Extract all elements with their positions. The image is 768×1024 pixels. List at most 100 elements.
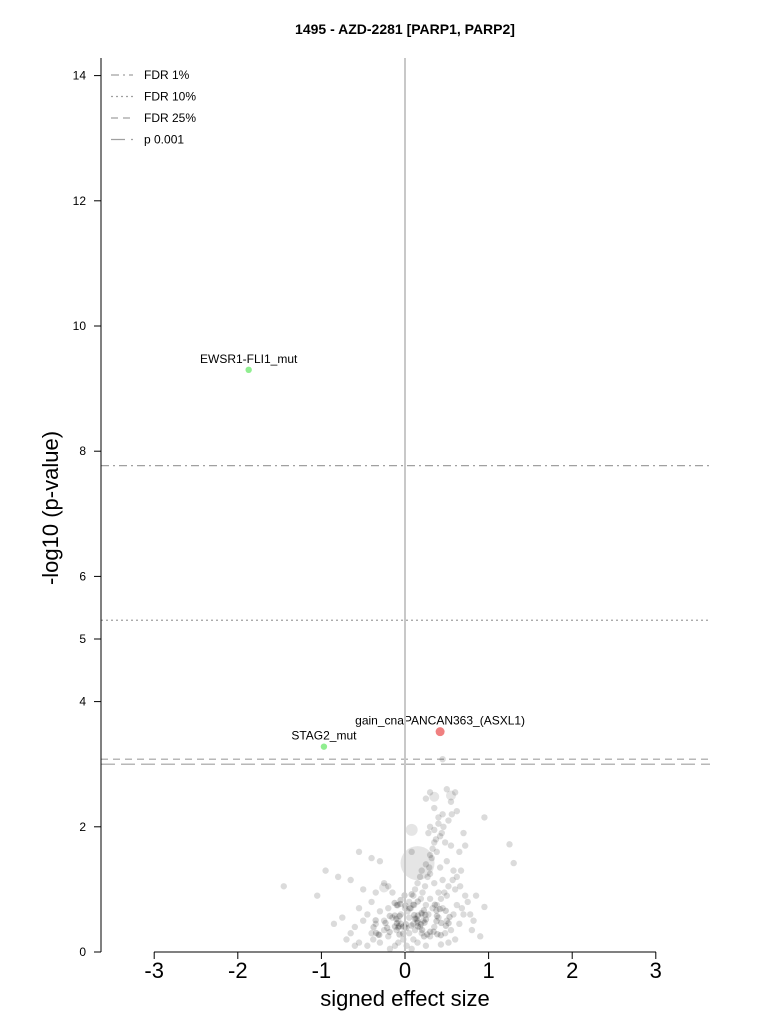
data-point bbox=[439, 755, 446, 763]
data-point bbox=[322, 867, 329, 874]
data-point bbox=[368, 930, 375, 937]
data-point bbox=[414, 898, 422, 905]
data-point bbox=[439, 904, 446, 912]
data-point bbox=[431, 804, 438, 812]
data-point bbox=[339, 914, 346, 921]
data-point bbox=[453, 807, 461, 815]
y-axis-label: -log10 (p-value) bbox=[38, 431, 63, 585]
data-point bbox=[435, 814, 442, 821]
data-point bbox=[393, 901, 400, 909]
data-point bbox=[408, 945, 415, 953]
legend-label: FDR 1% bbox=[144, 68, 190, 82]
data-point bbox=[438, 919, 445, 927]
x-tick-label: 3 bbox=[650, 958, 662, 983]
data-point bbox=[443, 892, 450, 899]
data-point bbox=[422, 861, 430, 868]
data-point bbox=[467, 911, 474, 918]
data-point bbox=[422, 901, 430, 909]
data-point bbox=[447, 798, 455, 805]
data-point bbox=[355, 848, 363, 856]
data-point bbox=[439, 876, 446, 884]
data-point bbox=[426, 864, 433, 871]
data-point bbox=[376, 908, 384, 915]
data-point bbox=[435, 889, 442, 896]
data-point bbox=[510, 859, 517, 867]
data-point bbox=[437, 931, 444, 939]
data-point bbox=[419, 889, 426, 896]
data-point bbox=[432, 836, 440, 843]
data-point bbox=[385, 904, 392, 912]
data-point-large bbox=[445, 790, 456, 801]
data-point bbox=[431, 923, 438, 931]
data-point bbox=[433, 907, 440, 914]
data-point bbox=[457, 867, 465, 874]
data-point bbox=[385, 883, 392, 890]
data-point bbox=[394, 901, 401, 909]
data-point bbox=[418, 930, 425, 937]
chart-legend: FDR 1% FDR 10% FDR 25% p 0.001 bbox=[111, 68, 196, 147]
y-tick-label: 8 bbox=[79, 444, 86, 458]
data-point bbox=[396, 931, 403, 938]
data-point bbox=[436, 864, 444, 871]
data-point bbox=[441, 889, 448, 896]
data-point bbox=[426, 895, 434, 902]
data-point bbox=[424, 931, 431, 938]
data-point-large bbox=[379, 882, 390, 893]
x-tick-label: -3 bbox=[144, 958, 164, 983]
data-point bbox=[422, 916, 430, 923]
data-point bbox=[448, 811, 456, 818]
y-tick-label: 2 bbox=[79, 820, 86, 834]
data-point bbox=[421, 883, 429, 890]
data-point bbox=[386, 945, 394, 953]
data-point bbox=[376, 939, 384, 946]
y-tick-label: 10 bbox=[73, 319, 87, 333]
data-point bbox=[375, 931, 382, 938]
x-tick-label: 1 bbox=[482, 958, 494, 983]
data-point bbox=[450, 867, 457, 874]
data-point bbox=[433, 848, 440, 856]
data-point bbox=[445, 883, 452, 890]
data-point bbox=[411, 926, 419, 934]
data-point-large bbox=[405, 823, 418, 836]
data-point bbox=[380, 879, 388, 887]
data-point bbox=[418, 867, 425, 874]
data-point bbox=[422, 942, 430, 949]
data-point bbox=[420, 907, 428, 914]
data-point bbox=[453, 873, 461, 881]
data-point bbox=[436, 832, 444, 840]
data-point bbox=[460, 829, 467, 837]
data-point bbox=[355, 904, 363, 912]
data-point bbox=[481, 814, 488, 821]
x-tick-label: -2 bbox=[228, 958, 248, 983]
data-point bbox=[441, 930, 449, 937]
data-point bbox=[347, 930, 354, 937]
data-point bbox=[334, 873, 342, 881]
data-point bbox=[420, 933, 428, 940]
data-point bbox=[410, 901, 418, 909]
data-point bbox=[425, 911, 432, 918]
data-point bbox=[430, 928, 437, 935]
y-tick-label: 12 bbox=[73, 194, 87, 208]
data-point bbox=[396, 912, 403, 920]
data-point bbox=[431, 901, 439, 908]
data-point bbox=[436, 905, 444, 913]
data-point bbox=[439, 811, 446, 818]
data-point bbox=[368, 854, 375, 862]
data-point bbox=[368, 898, 375, 906]
highlighted-point bbox=[320, 743, 328, 750]
data-point bbox=[506, 841, 513, 848]
point-annotation: STAG2_mut bbox=[291, 729, 357, 743]
data-point bbox=[433, 917, 440, 925]
data-point bbox=[414, 879, 421, 887]
data-point bbox=[393, 920, 401, 927]
data-point bbox=[426, 851, 434, 859]
data-point bbox=[425, 829, 432, 837]
data-point bbox=[372, 889, 379, 896]
point-annotations: EWSR1-FLI1_mut gain_cnaPANCAN363_(ASXL1)S… bbox=[200, 352, 525, 743]
data-point bbox=[445, 817, 452, 824]
data-point bbox=[464, 898, 471, 906]
data-point bbox=[389, 889, 396, 896]
data-point bbox=[470, 917, 477, 924]
data-point bbox=[424, 873, 431, 881]
